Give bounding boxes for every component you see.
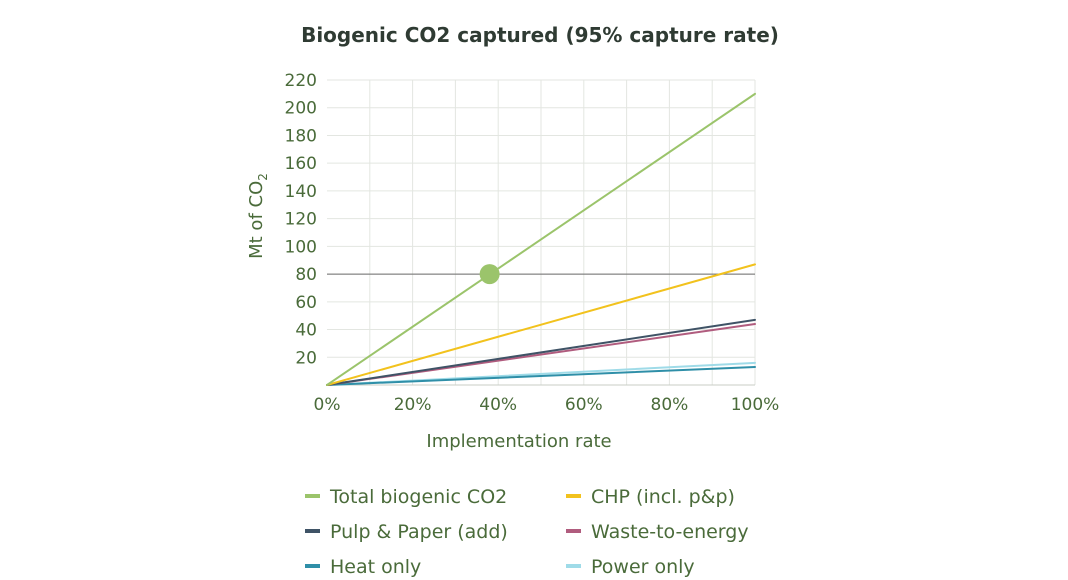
x-tick-label: 100% <box>731 395 780 415</box>
legend-item: Pulp & Paper (add) <box>305 521 508 543</box>
y-axis-ticks: 20 40 60 80 100 120 140 160 180 200 220 <box>285 71 317 368</box>
x-tick-label: 0% <box>314 395 341 415</box>
highlight-point <box>479 264 500 285</box>
grid <box>327 79 756 386</box>
legend-label: Waste-to-energy <box>591 521 749 543</box>
series-line-heat-only <box>326 365 756 386</box>
legend: Total biogenic CO2 CHP (incl. p&p) Pulp & … <box>305 486 749 578</box>
series-line-chp-incl-p-p <box>326 263 756 386</box>
y-tick-label: 120 <box>285 210 317 230</box>
series-line-total-biogenic-co2 <box>326 92 756 386</box>
series-lines <box>326 92 756 386</box>
y-tick-label: 140 <box>285 182 317 202</box>
legend-item: Power only <box>566 556 695 578</box>
x-tick-label: 80% <box>651 395 689 415</box>
x-axis-label: Implementation rate <box>426 431 611 452</box>
y-tick-label: 220 <box>285 71 317 91</box>
y-tick-label: 180 <box>285 126 317 146</box>
legend-label: Heat only <box>330 556 421 578</box>
y-axis-label-text: Mt of CO <box>246 181 267 259</box>
legend-item: Waste-to-energy <box>566 521 749 543</box>
legend-label: Pulp & Paper (add) <box>330 521 508 543</box>
y-tick-label: 80 <box>295 265 317 285</box>
x-tick-label: 60% <box>565 395 603 415</box>
legend-item: Heat only <box>305 556 421 578</box>
legend-label: CHP (incl. p&p) <box>591 486 735 508</box>
y-tick-label: 160 <box>285 154 317 174</box>
x-axis-ticks: 0% 20% 40% 60% 80% 100% <box>314 395 780 415</box>
legend-label: Total biogenic CO2 <box>329 486 507 508</box>
legend-item: CHP (incl. p&p) <box>566 486 735 508</box>
x-tick-label: 40% <box>479 395 517 415</box>
y-tick-label: 60 <box>295 293 317 313</box>
y-axis-label: Mt of CO2 <box>246 173 270 259</box>
highlight-point-group <box>479 264 500 285</box>
legend-item: Total biogenic CO2 <box>305 486 507 508</box>
y-tick-label: 20 <box>295 348 317 368</box>
y-tick-label: 40 <box>295 321 317 341</box>
x-tick-label: 20% <box>394 395 432 415</box>
y-tick-label: 200 <box>285 99 317 119</box>
legend-label: Power only <box>591 556 695 578</box>
chart-title: Biogenic CO2 captured (95% capture rate) <box>301 23 779 47</box>
y-tick-label: 100 <box>285 237 317 257</box>
series-line-pulp-paper-add <box>326 318 756 386</box>
y-axis-label-subscript: 2 <box>256 173 270 181</box>
